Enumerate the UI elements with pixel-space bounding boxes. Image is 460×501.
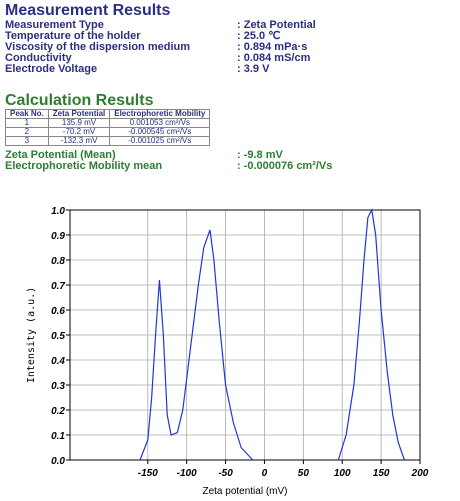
title: Measurement Results <box>5 2 171 19</box>
value: : 0.894 mPa·s <box>237 41 308 53</box>
value: : -9.8 mV <box>237 149 283 161</box>
cell: 3 <box>5 136 49 146</box>
label: Temperature of the holder <box>5 30 141 42</box>
info-row: Conductivity : 0.084 mS/cm <box>5 52 310 64</box>
x-axis-label: Zeta potential (mV) <box>202 486 287 497</box>
peak-table: Peak No. Zeta Potential Electrophoretic Mo… <box>5 109 211 146</box>
x-tick-label: -100 <box>177 468 197 479</box>
value: : 25.0 ℃ <box>237 30 281 42</box>
x-tick-label: -50 <box>218 468 233 479</box>
info-row: Temperature of the holder : 25.0 ℃ <box>5 30 281 42</box>
value: : 0.084 mS/cm <box>237 52 311 64</box>
label: Measurement Type <box>5 19 104 31</box>
label: Zeta Potential (Mean) <box>5 149 116 161</box>
value: : 3.9 V <box>237 63 270 75</box>
label: Viscosity of the dispersion medium <box>5 41 191 53</box>
x-tick-label: 0 <box>262 468 268 479</box>
y-tick-label: 0.7 <box>51 281 65 292</box>
info-row: Electrophoretic Mobility mean : -0.000076… <box>5 160 332 172</box>
info-row: Electrode Voltage : 3.9 V <box>5 63 269 75</box>
y-tick-label: 0.4 <box>51 356 65 367</box>
info-row: Viscosity of the dispersion medium : 0.89… <box>5 41 307 53</box>
y-tick-label: 0.2 <box>51 406 65 417</box>
line <box>139 208 406 461</box>
label: Electrode Voltage <box>5 63 98 75</box>
y-tick-label: 0.1 <box>51 431 65 442</box>
label: Conductivity <box>5 52 72 64</box>
y-tick-label: 0.6 <box>51 306 65 317</box>
y-tick-label: 0.0 <box>51 456 65 467</box>
info-row: Measurement Type : Zeta Potential <box>5 19 316 31</box>
subtitle: Calculation Results <box>5 92 154 109</box>
y-tick-label: 0.9 <box>51 231 65 242</box>
y-tick-label: 0.5 <box>51 331 65 342</box>
label: Electrophoretic Mobility mean <box>5 160 163 172</box>
value: : Zeta Potential <box>237 19 316 31</box>
x-tick-label: 150 <box>373 468 390 479</box>
value: : -0.000076 cm²/Vs <box>237 160 333 172</box>
y-tick-label: 1.0 <box>51 206 65 217</box>
x-tick-label: -150 <box>138 468 158 479</box>
x-tick-label: 50 <box>298 468 310 479</box>
chart: -150 -100 -50 0 50 100 150 200 0.0 0.1 0.2 0.3 0.4 0.… <box>26 206 429 497</box>
plot-frame <box>69 209 421 461</box>
cell: -132.3 mV <box>47 136 111 146</box>
info-row: Zeta Potential (Mean) : -9.8 mV <box>5 149 283 161</box>
y-tick-label: 0.8 <box>51 256 65 267</box>
x-tick-label: 200 <box>411 468 429 479</box>
y-axis-label: Intensity (a.u.) <box>26 287 37 383</box>
x-tick-label: 100 <box>334 468 351 479</box>
table-row: 3 -132.3 mV -0.001025 cm²/Vs <box>5 136 211 146</box>
y-tick-label: 0.3 <box>51 381 65 392</box>
cell: -0.001025 cm²/Vs <box>109 136 211 146</box>
